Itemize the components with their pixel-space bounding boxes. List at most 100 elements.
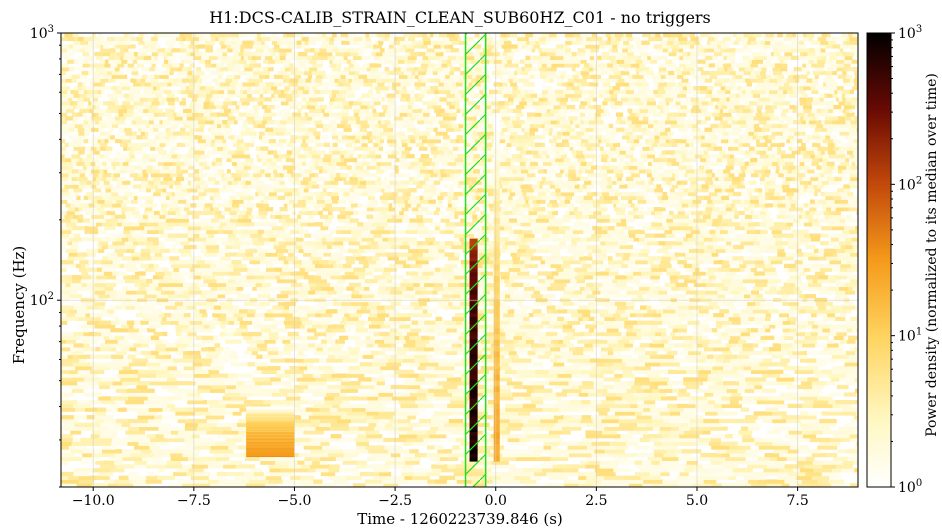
noise-cell — [448, 195, 454, 200]
noise-cell — [578, 392, 589, 397]
noise-cell — [431, 418, 440, 424]
noise-cell — [670, 434, 680, 439]
noise-cell — [444, 241, 454, 246]
noise-cell — [288, 377, 298, 382]
noise-cell — [645, 350, 658, 356]
noise-cell — [242, 229, 252, 235]
noise-cell — [855, 471, 858, 477]
noise-cell — [327, 210, 333, 216]
noise-cell — [404, 335, 410, 340]
noise-cell — [351, 233, 362, 238]
noise-cell — [425, 210, 435, 216]
noise-cell — [277, 210, 283, 216]
noise-cell — [140, 449, 152, 454]
noise-cell — [424, 203, 432, 208]
noise-cell — [435, 207, 441, 212]
noise-cell — [693, 282, 707, 287]
noise-cell — [185, 422, 199, 427]
noise-cell — [346, 305, 354, 310]
noise-cell — [531, 214, 539, 219]
noise-cell — [620, 434, 633, 439]
noise-cell — [332, 199, 339, 204]
noise-cell — [660, 396, 678, 401]
noise-cell — [803, 252, 817, 257]
noise-cell — [578, 384, 595, 390]
noise-cell — [487, 260, 494, 265]
noise-cell — [790, 305, 803, 310]
noise-cell — [842, 271, 854, 276]
noise-cell — [515, 275, 529, 280]
noise-cell — [795, 282, 809, 287]
noise-cell — [245, 483, 266, 487]
noise-cell — [438, 426, 457, 431]
noise-cell — [763, 225, 770, 231]
noise-cell — [123, 195, 129, 200]
noise-cell — [849, 229, 858, 235]
noise-cell — [363, 263, 370, 269]
noise-cell — [507, 244, 520, 250]
noise-cell — [682, 415, 693, 420]
noise-cell — [408, 347, 417, 352]
noise-cell — [618, 418, 636, 424]
noise-cell — [290, 320, 303, 325]
noise-cell — [680, 214, 690, 219]
noise-cell — [419, 418, 432, 424]
noise-cell — [212, 203, 218, 208]
noise-cell — [782, 301, 790, 306]
noise-cell — [61, 350, 72, 356]
noise-cell — [140, 229, 148, 235]
noise-cell — [654, 452, 664, 458]
noise-cell — [637, 403, 656, 409]
noise-cell — [149, 377, 168, 382]
noise-cell — [649, 354, 661, 359]
noise-cell — [133, 195, 138, 200]
noise-cell — [672, 312, 679, 318]
noise-cell — [568, 422, 587, 427]
noise-cell — [214, 290, 227, 295]
noise-cell — [158, 244, 166, 250]
noise-cell — [601, 233, 612, 238]
noise-cell — [296, 214, 302, 219]
noise-cell — [373, 233, 383, 238]
noise-cell — [833, 244, 842, 250]
noise-cell — [454, 252, 460, 257]
noise-cell — [235, 328, 248, 333]
noise-cell — [676, 365, 697, 371]
noise-cell — [575, 218, 583, 223]
noise-cell — [231, 244, 241, 250]
noise-cell — [806, 362, 827, 367]
noise-cell — [200, 248, 208, 253]
noise-cell — [434, 445, 444, 450]
noise-cell — [187, 350, 201, 356]
noise-cell — [728, 331, 742, 337]
noise-cell — [398, 199, 405, 204]
noise-cell — [809, 418, 820, 424]
noise-cell — [536, 195, 542, 200]
noise-cell — [789, 199, 798, 204]
noise-cell — [576, 241, 589, 246]
noise-cell — [138, 362, 147, 367]
noise-cell — [279, 207, 289, 212]
noise-cell — [772, 471, 790, 477]
noise-cell — [625, 301, 635, 306]
noise-cell — [299, 365, 308, 371]
noise-cell — [833, 456, 848, 462]
noise-cell — [647, 445, 657, 450]
noise-cell — [202, 271, 213, 276]
noise-cell — [494, 377, 513, 382]
noise-cell — [498, 248, 507, 253]
noise-cell — [146, 460, 155, 465]
noise-cell — [65, 203, 72, 208]
noise-cell — [712, 237, 726, 242]
noise-cell — [504, 225, 512, 231]
noise-cell — [132, 210, 140, 216]
noise-cell — [460, 294, 469, 299]
noise-cell — [61, 278, 73, 284]
noise-cell — [478, 441, 497, 446]
noise-cell — [102, 244, 109, 250]
noise-cell — [70, 430, 82, 435]
noise-cell — [532, 309, 542, 314]
noise-cell — [337, 199, 347, 204]
noise-cell — [332, 365, 350, 371]
noise-cell — [155, 354, 166, 359]
